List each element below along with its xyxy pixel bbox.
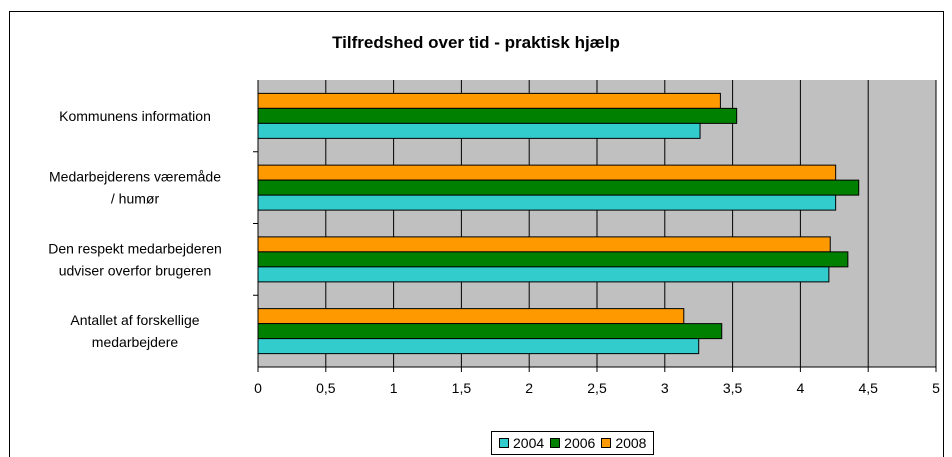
category-label: / humør [111,191,160,207]
category-label: medarbejdere [92,334,179,350]
category-label: Kommunens information [59,108,211,124]
legend-swatch [550,438,561,448]
x-tick-label: 5 [932,380,940,396]
x-tick-label: 4 [797,380,805,396]
x-tick-label: 2,5 [587,380,607,396]
x-tick-label: 3 [661,380,669,396]
x-tick-label: 0,5 [316,380,336,396]
legend-item-2004: 2004 [499,435,544,451]
bar-2008 [257,236,831,253]
chart-title: Tilfredshed over tid - praktisk hjælp [332,33,620,52]
bar-2004 [257,194,837,211]
bar-2006 [257,107,738,124]
category-label: Antallet af forskellige [70,312,199,328]
legend-label: 2008 [615,435,647,451]
bar-2008 [257,92,721,109]
legend-item-2006: 2006 [550,435,595,451]
x-tick-label: 1 [390,380,398,396]
legend-swatch [499,438,509,448]
bar-2006 [257,179,860,196]
bar-2004 [257,122,701,139]
category-label: udviser overfor brugeren [59,262,212,278]
bar-2004 [257,338,700,355]
legend-label: 2004 [513,435,545,451]
x-tick-label: 4,5 [858,380,878,396]
legend-item-2008: 2008 [601,435,646,451]
category-label: Den respekt medarbejderen [48,240,222,256]
category-label: Medarbejderens væremåde [49,169,221,185]
bar-2008 [257,308,685,325]
x-tick-label: 1,5 [452,380,472,396]
chart-legend: 2004 2006 2008 [491,431,655,455]
legend-label: 2006 [564,435,596,451]
bar-2004 [257,266,830,283]
x-tick-label: 2 [525,380,533,396]
x-tick-label: 3,5 [723,380,743,396]
bar-2006 [257,251,849,268]
bar-2008 [257,164,837,181]
legend-swatch [601,438,612,448]
x-tick-label: 0 [254,380,262,396]
bar-2006 [257,323,723,340]
